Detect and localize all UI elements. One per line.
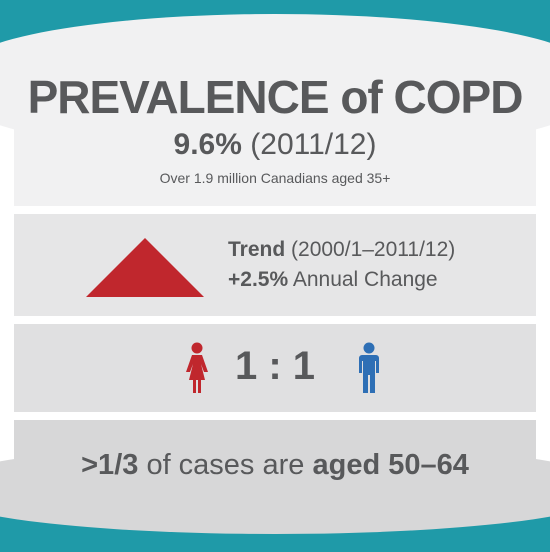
prevalence-subtitle: Over 1.9 million Canadians aged 35+: [159, 170, 391, 186]
sex-ratio-value: 1 : 1: [234, 344, 316, 388]
trend-panel: Trend (2000/1–2011/12) +2.5% Annual Chan…: [14, 214, 536, 316]
up-triangle-icon: [86, 238, 204, 297]
female-person-icon: [186, 342, 208, 393]
prevalence-rate: 9.6%: [173, 128, 242, 161]
male-person-icon: [359, 342, 379, 393]
prevalence-stat: 9.6% (2011/12): [14, 128, 536, 162]
age-group: aged 50–64: [312, 449, 469, 481]
age-middle-text: of cases are: [146, 449, 305, 481]
prevalence-period: (2011/12): [250, 128, 377, 161]
trend-change-value: +2.5%: [228, 268, 289, 291]
age-fraction: >1/3: [81, 449, 139, 481]
trend-change: +2.5% Annual Change: [228, 268, 438, 292]
trend-range: (2000/1–2011/12): [291, 238, 456, 261]
trend-label: Trend: [228, 238, 286, 261]
page-title: PREVALENCE of COPD: [27, 71, 524, 123]
trend-change-label: Annual Change: [292, 268, 438, 291]
sex-ratio-panel: 1 : 1: [14, 324, 536, 412]
age-statement: >1/3 of cases are aged 50–64: [14, 449, 536, 482]
age-panel: >1/3 of cases are aged 50–64: [14, 420, 536, 512]
trend-heading: Trend (2000/1–2011/12): [228, 238, 455, 262]
prevalence-panel: PREVALENCE of COPD 9.6% (2011/12) Over 1…: [14, 48, 536, 206]
